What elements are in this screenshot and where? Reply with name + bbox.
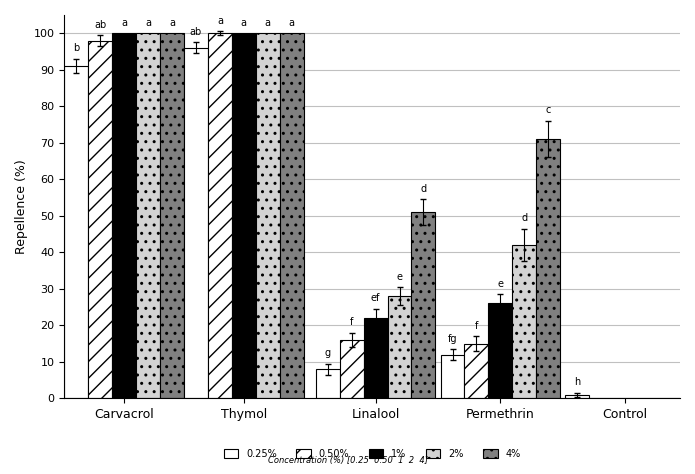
- Bar: [441, 355, 464, 398]
- Bar: [256, 33, 280, 398]
- Text: e: e: [397, 272, 402, 282]
- Bar: [88, 41, 112, 398]
- Text: e: e: [498, 279, 503, 289]
- Text: a: a: [288, 18, 295, 28]
- Text: a: a: [241, 18, 247, 28]
- Bar: [208, 33, 232, 398]
- Bar: [464, 344, 489, 398]
- Text: Concentration (%) [0.25  0.50  1  2  4]: Concentration (%) [0.25 0.50 1 2 4]: [268, 456, 427, 465]
- Bar: [184, 48, 208, 398]
- Bar: [112, 33, 136, 398]
- Text: a: a: [217, 16, 223, 26]
- Bar: [363, 318, 388, 398]
- Bar: [388, 296, 411, 398]
- Bar: [340, 340, 363, 398]
- Text: b: b: [73, 43, 79, 54]
- Bar: [512, 245, 537, 398]
- Text: f: f: [475, 321, 478, 331]
- Text: ef: ef: [371, 293, 380, 303]
- Bar: [316, 369, 340, 398]
- Bar: [232, 33, 256, 398]
- Legend: 0.25%, 0.50%, 1%, 2%, 4%: 0.25%, 0.50%, 1%, 2%, 4%: [220, 445, 525, 463]
- Text: a: a: [169, 18, 175, 28]
- Bar: [489, 303, 512, 398]
- Y-axis label: Repellence (%): Repellence (%): [15, 159, 28, 254]
- Bar: [64, 66, 88, 398]
- Text: ab: ab: [94, 19, 106, 29]
- Bar: [537, 139, 560, 398]
- Bar: [566, 395, 589, 398]
- Text: d: d: [420, 184, 427, 194]
- Bar: [160, 33, 184, 398]
- Bar: [411, 212, 436, 398]
- Text: f: f: [350, 317, 353, 327]
- Text: a: a: [121, 18, 127, 28]
- Text: g: g: [325, 348, 331, 358]
- Text: fg: fg: [448, 334, 457, 344]
- Bar: [280, 33, 304, 398]
- Text: a: a: [265, 18, 271, 28]
- Text: d: d: [521, 213, 528, 223]
- Text: h: h: [574, 377, 580, 387]
- Text: a: a: [145, 18, 151, 28]
- Bar: [136, 33, 160, 398]
- Text: ab: ab: [190, 27, 202, 37]
- Text: c: c: [546, 105, 551, 115]
